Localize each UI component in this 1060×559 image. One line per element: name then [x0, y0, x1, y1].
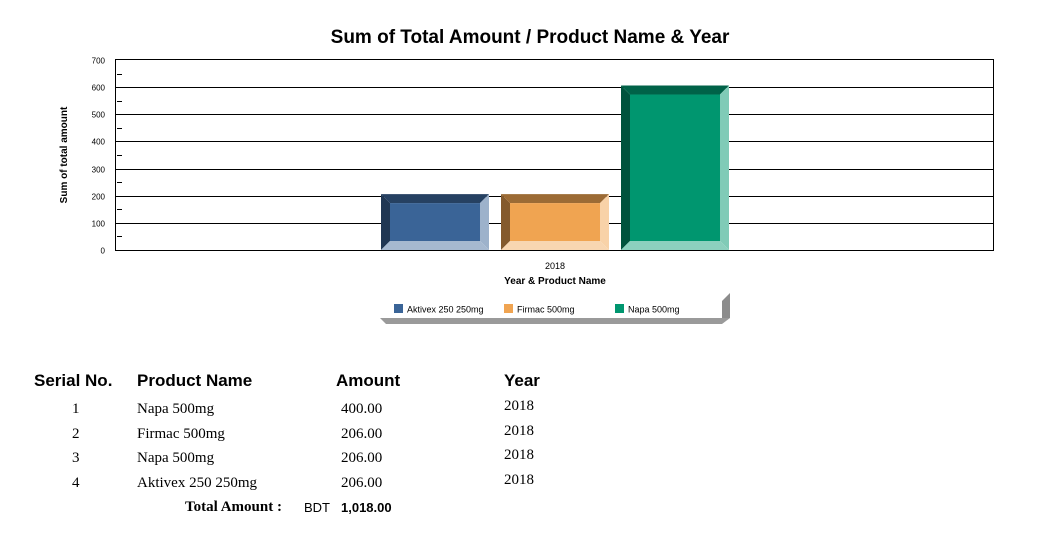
x-axis-title: Year & Product Name — [504, 276, 606, 287]
y-tick-label: 300 — [92, 166, 106, 175]
legend-swatch — [394, 304, 403, 313]
total-amount-label: Total Amount : — [185, 499, 282, 515]
product-cell: Napa 500mg — [137, 450, 215, 466]
bar-bevel-right — [600, 194, 609, 250]
bar-bevel-left — [621, 85, 630, 250]
x-tick-label: 2018 — [545, 261, 565, 271]
serial-cell: 1 — [72, 401, 80, 417]
legend-swatch — [504, 304, 513, 313]
year-cell: 2018 — [504, 472, 534, 488]
bar-bevel-bottom — [381, 241, 489, 250]
year-cell: 2018 — [504, 423, 534, 439]
y-tick-label: 400 — [92, 138, 106, 147]
bar-bevel-left — [381, 194, 390, 250]
legend-swatch — [615, 304, 624, 313]
y-tick-label: 100 — [92, 220, 106, 229]
legend-shadow-bottom — [380, 318, 730, 324]
year-cell: 2018 — [504, 398, 534, 414]
chart-title: Sum of Total Amount / Product Name & Yea… — [330, 27, 730, 48]
legend-item: Firmac 500mg — [504, 304, 575, 315]
bar-face — [630, 94, 720, 241]
header-serial-no: Serial No. — [34, 371, 113, 390]
y-tick-label: 0 — [101, 247, 106, 256]
amount-cell: 400.00 — [341, 401, 383, 417]
legend-label: Aktivex 250 250mg — [407, 305, 484, 315]
product-cell: Aktivex 250 250mg — [137, 475, 257, 491]
y-tick-label: 700 — [92, 57, 106, 66]
bar-chart: 0 100 200 300 400 500 600 700 2018 Year & Produ… — [59, 57, 994, 324]
chart-bars — [381, 85, 729, 250]
bar-face — [390, 203, 480, 241]
bar-face — [510, 203, 600, 241]
legend-item: Aktivex 250 250mg — [394, 304, 484, 315]
chart-legend: Aktivex 250 250mg Firmac 500mg Napa 500mg — [380, 293, 730, 324]
bar-bevel-top — [621, 85, 729, 95]
bar-bevel-bottom — [621, 241, 729, 250]
header-amount: Amount — [336, 371, 401, 390]
header-product-name: Product Name — [137, 371, 253, 390]
bar-bevel-top — [501, 194, 609, 204]
amount-cell: 206.00 — [341, 450, 383, 466]
y-tick-label: 600 — [92, 84, 106, 93]
header-year: Year — [504, 371, 540, 390]
amount-cell: 206.00 — [341, 475, 383, 491]
bar-bevel-bottom — [501, 241, 609, 250]
legend-item: Napa 500mg — [615, 304, 680, 315]
total-currency: BDT — [304, 500, 330, 515]
bar-firmac-500mg — [501, 194, 609, 250]
product-cell: Napa 500mg — [137, 401, 215, 417]
bar-napa-500mg — [621, 85, 729, 250]
bar-bevel-right — [480, 194, 489, 250]
bar-bevel-top — [381, 194, 489, 204]
legend-label: Napa 500mg — [628, 305, 680, 315]
product-cell: Firmac 500mg — [137, 426, 225, 442]
y-axis-title: Sum of total amount — [59, 106, 70, 203]
total-amount-value: 1,018.00 — [341, 500, 392, 515]
year-cell: 2018 — [504, 447, 534, 463]
y-axis-ticks: 0 100 200 300 400 500 600 700 — [92, 57, 122, 256]
bar-aktivex-250-250mg — [381, 194, 489, 250]
bar-bevel-left — [501, 194, 510, 250]
bar-bevel-right — [720, 85, 729, 250]
legend-label: Firmac 500mg — [517, 305, 575, 315]
serial-cell: 4 — [72, 475, 80, 491]
y-tick-label: 500 — [92, 111, 106, 120]
y-tick-label: 200 — [92, 193, 106, 202]
plot-area-border — [115, 59, 994, 251]
serial-cell: 3 — [72, 450, 80, 466]
serial-cell: 2 — [72, 426, 80, 442]
amount-cell: 206.00 — [341, 426, 383, 442]
